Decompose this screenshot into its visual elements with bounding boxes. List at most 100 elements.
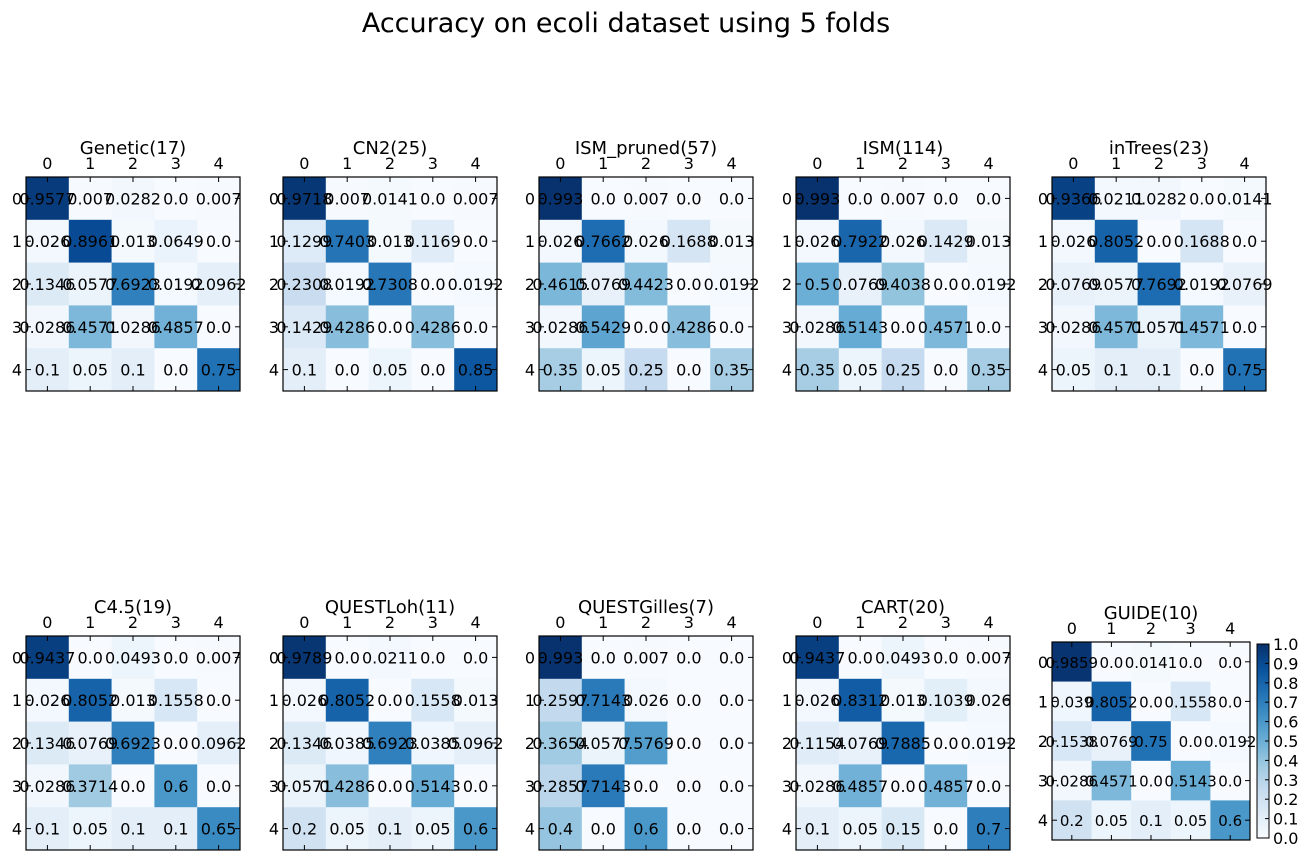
cell-value-label: 0.1558 <box>1164 693 1217 711</box>
cell-value-label: 0.007 <box>623 648 669 667</box>
heatmap-cell <box>68 636 112 680</box>
heatmap-cell <box>710 305 754 349</box>
cell-value-label: 0.85 <box>458 361 494 380</box>
heatmap-cell <box>68 348 112 392</box>
heatmap-cell <box>796 262 840 306</box>
y-tick-label: 3 <box>525 318 535 337</box>
cell-value-label: 0.0 <box>206 318 231 337</box>
heatmap-cell <box>1091 681 1132 722</box>
cell-value-label: 0.0 <box>676 691 701 710</box>
x-tick-label: 4 <box>1240 154 1250 173</box>
y-tick-label: 2 <box>269 734 279 753</box>
cell-value-label: 0.007 <box>324 189 370 208</box>
heatmap-cell <box>667 262 711 306</box>
cell-value-label: 0.7143 <box>575 777 631 796</box>
cell-value-label: 0.4857 <box>918 777 974 796</box>
cell-value-label: 0.0 <box>1189 361 1214 380</box>
cell-value-label: 0.9437 <box>789 648 845 667</box>
cell-value-label: 0.0769 <box>575 275 631 294</box>
heatmap-cell <box>838 262 882 306</box>
cell-value-label: 0.0 <box>676 777 701 796</box>
cell-value-label: 0.9577 <box>19 189 75 208</box>
heatmap-cell <box>1180 177 1224 221</box>
colorbar-tick-label: 0.8 <box>1273 674 1298 693</box>
heatmap-cell <box>1210 642 1251 682</box>
cell-value-label: 0.6 <box>633 820 658 839</box>
cell-value-label: 0.5429 <box>575 318 631 337</box>
heatmap-cell <box>1052 721 1092 762</box>
cell-value-label: 0.4286 <box>405 318 461 337</box>
heatmap-cell <box>325 219 369 263</box>
cell-value-label: 0.1 <box>163 820 188 839</box>
heatmap-cell <box>1091 800 1132 841</box>
heatmap-cell <box>881 678 925 722</box>
cell-value-label: 0.0 <box>719 734 744 753</box>
cell-value-label: 0.0192 <box>448 275 504 294</box>
cell-value-label: 0.026 <box>966 691 1012 710</box>
cell-value-label: 0.4571 <box>1085 773 1138 791</box>
heatmap-cell <box>1210 760 1251 801</box>
heatmap-cell <box>26 807 70 851</box>
heatmap-cell <box>68 305 112 349</box>
cell-value-label: 0.4857 <box>148 318 204 337</box>
cell-value-label: 0.0 <box>163 734 188 753</box>
heatmap-cell <box>1052 305 1096 349</box>
x-tick-label: 4 <box>984 154 994 173</box>
cell-value-label: 0.4286 <box>319 777 375 796</box>
heatmap-cell <box>1137 177 1181 221</box>
cell-value-label: 0.0 <box>933 820 958 839</box>
heatmap-cell <box>539 721 583 765</box>
y-tick-label: 4 <box>12 361 22 380</box>
colorbar-tick-label: 0.0 <box>1273 829 1298 848</box>
cell-value-label: 0.2 <box>292 820 317 839</box>
heatmap-cell <box>197 721 241 765</box>
heatmap-cell <box>454 764 498 808</box>
y-tick-label: 0 <box>269 648 279 667</box>
x-tick-label: 2 <box>128 613 138 632</box>
heatmap-cell <box>1180 262 1224 306</box>
cell-value-label: 0.1 <box>35 361 60 380</box>
heatmap-cell <box>26 305 70 349</box>
y-tick-label: 3 <box>782 318 792 337</box>
cell-value-label: 0.026 <box>281 691 327 710</box>
cell-value-label: 0.0 <box>1189 189 1214 208</box>
heatmap-cell <box>68 177 112 221</box>
heatmap-cell <box>924 636 968 680</box>
heatmap-cell <box>838 636 882 680</box>
heatmap-cell <box>111 636 155 680</box>
cell-value-label: 0.25 <box>628 361 664 380</box>
heatmap-cell <box>111 177 155 221</box>
cell-value-label: 0.0286 <box>789 318 845 337</box>
y-tick-label: 4 <box>525 820 535 839</box>
cell-value-label: 0.8052 <box>62 691 118 710</box>
heatmap-cell <box>710 262 754 306</box>
cell-value-label: 0.013 <box>110 691 156 710</box>
heatmap-cell <box>924 305 968 349</box>
heatmap-cell <box>1131 760 1172 801</box>
heatmap-cell <box>68 721 112 765</box>
y-tick-label: 1 <box>525 232 535 251</box>
cell-value-label: 0.0 <box>420 361 445 380</box>
heatmap-cell <box>967 636 1011 680</box>
heatmap-cell <box>283 764 327 808</box>
panel-title: QUESTLoh(11) <box>325 597 455 618</box>
cell-value-label: 0.0 <box>890 777 915 796</box>
heatmap-cell <box>624 219 668 263</box>
cell-value-label: 0.0962 <box>191 734 247 753</box>
cell-value-label: 0.0 <box>676 648 701 667</box>
cell-value-label: 0.7662 <box>575 232 631 251</box>
y-tick-label: 3 <box>1038 318 1048 337</box>
colorbar-tick-label: 1.0 <box>1273 635 1298 654</box>
cell-value-label: 0.7885 <box>875 734 931 753</box>
heatmap-cell <box>154 721 198 765</box>
heatmap-cell <box>1137 219 1181 263</box>
heatmap-cell <box>624 262 668 306</box>
cell-value-label: 0.6923 <box>362 734 418 753</box>
heatmap-cell <box>454 177 498 221</box>
cell-value-label: 0.7692 <box>1131 275 1187 294</box>
heatmap-cell <box>197 678 241 722</box>
heatmap-cell <box>967 678 1011 722</box>
